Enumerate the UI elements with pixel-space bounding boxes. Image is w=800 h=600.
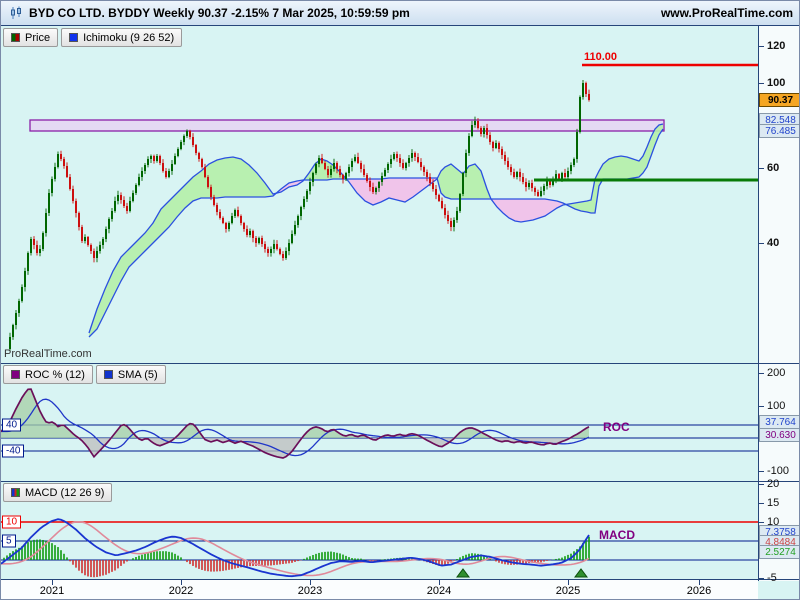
price-legend: Price Ichimoku (9 26 52)	[3, 28, 183, 47]
legend-price[interactable]: Price	[3, 28, 59, 47]
year-tick	[52, 580, 53, 585]
ichimoku-swatch-icon	[69, 33, 79, 42]
roc-axis-label: 100	[767, 400, 786, 412]
macd-level-5-label: 5	[2, 534, 16, 548]
price-axis-label: 120	[767, 40, 786, 52]
roc-legend: ROC % (12) SMA (5)	[3, 365, 166, 384]
buy-arrow-icon	[574, 568, 588, 578]
axis-tick	[759, 83, 764, 84]
legend-macd[interactable]: MACD (12 26 9)	[3, 483, 113, 502]
year-label: 2026	[686, 585, 712, 597]
legend-sma[interactable]: SMA (5)	[95, 365, 166, 384]
axis-tick	[759, 46, 764, 47]
axis-tick	[759, 484, 764, 485]
macd-axis-label: -5	[767, 572, 777, 584]
macd-curve-label: MACD	[599, 528, 635, 542]
buy-arrow-icon	[456, 568, 470, 578]
price-value-badge: 76.485	[759, 124, 799, 138]
roc-level-minus40-label: -40	[2, 444, 25, 458]
year-tick	[699, 580, 700, 585]
year-tick	[439, 580, 440, 585]
year-tick	[181, 580, 182, 585]
roc-curve-label: ROC	[603, 420, 630, 434]
legend-roc-label: ROC % (12)	[25, 368, 85, 381]
year-tick	[310, 580, 311, 585]
axis-tick	[759, 471, 764, 472]
roc-level-40-label: 40	[2, 418, 22, 432]
macd-legend: MACD (12 26 9)	[3, 483, 113, 502]
year-label: 2024	[426, 585, 452, 597]
legend-macd-label: MACD (12 26 9)	[25, 486, 105, 499]
panel-divider[interactable]	[1, 481, 799, 482]
axis-tick	[759, 503, 764, 504]
year-label: 2023	[297, 585, 323, 597]
price-axis-label: 100	[767, 77, 786, 89]
watermark: ProRealTime.com	[4, 348, 92, 360]
website-label: www.ProRealTime.com	[660, 6, 793, 20]
price-value-badge: 90.37	[759, 93, 799, 107]
resistance-price-label: 110.00	[584, 51, 618, 63]
time-axis[interactable]	[1, 580, 758, 599]
legend-sma-label: SMA (5)	[117, 368, 158, 381]
roc-value-badge: 37.764	[759, 415, 799, 429]
chart-header: BYD CO LTD. BYDDY Weekly 90.37 -2.15% 7 …	[1, 1, 799, 26]
year-label: 2021	[39, 585, 65, 597]
axis-tick	[759, 522, 764, 523]
axis-tick	[759, 578, 764, 579]
year-label: 2025	[555, 585, 581, 597]
price-chart[interactable]	[1, 26, 758, 363]
legend-roc[interactable]: ROC % (12)	[3, 365, 93, 384]
macd-swatch-icon	[11, 488, 20, 497]
macd-value-badge: 2.5274	[759, 545, 799, 559]
legend-ichimoku[interactable]: Ichimoku (9 26 52)	[61, 28, 183, 47]
chart-title: BYD CO LTD. BYDDY Weekly 90.37 -2.15% 7 …	[29, 6, 410, 20]
sma-swatch-icon	[103, 370, 113, 379]
macd-axis-label: 15	[767, 497, 780, 509]
year-tick	[568, 580, 569, 585]
roc-axis-label: -100	[767, 465, 790, 477]
price-axis-label: 60	[767, 162, 780, 174]
axis-tick	[759, 243, 764, 244]
price-axis-label: 40	[767, 237, 780, 249]
legend-ichimoku-label: Ichimoku (9 26 52)	[83, 31, 175, 44]
roc-swatch-icon	[11, 370, 20, 379]
roc-axis-label: 200	[767, 367, 786, 379]
candlestick-icon	[11, 6, 21, 19]
legend-price-label: Price	[25, 31, 51, 44]
year-label: 2022	[168, 585, 194, 597]
panel-divider[interactable]	[1, 363, 799, 364]
price-swatch-icon	[11, 33, 20, 42]
panel-divider	[1, 579, 799, 580]
roc-value-badge: 30.630	[759, 428, 799, 442]
macd-level-10-label: 10	[2, 515, 22, 529]
axis-tick	[759, 168, 764, 169]
axis-tick	[759, 373, 764, 374]
macd-axis-label: 20	[767, 478, 780, 490]
macd-panel[interactable]	[1, 481, 758, 579]
macd-chart[interactable]	[1, 481, 758, 579]
axis-tick	[759, 406, 764, 407]
